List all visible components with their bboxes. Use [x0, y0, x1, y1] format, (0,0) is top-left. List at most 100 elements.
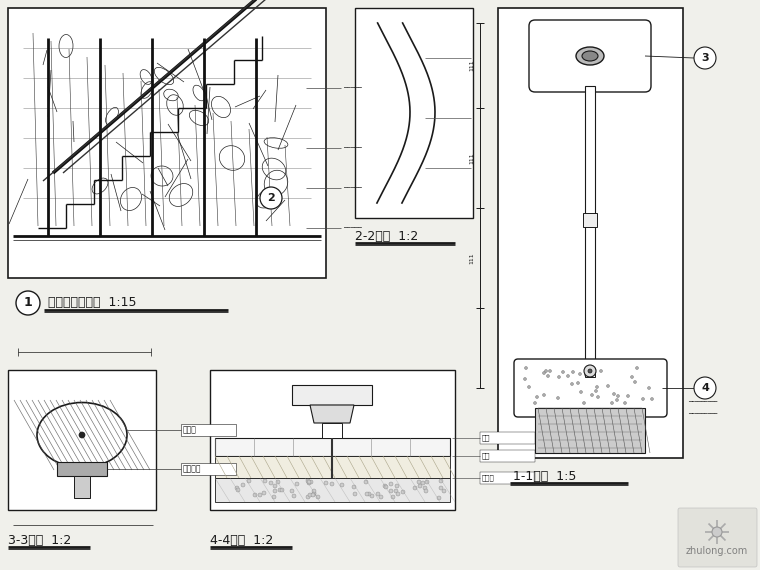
Circle shape — [295, 482, 299, 486]
Circle shape — [544, 369, 547, 373]
Bar — [57, 462, 107, 476]
Bar — [355, 8, 473, 218]
Circle shape — [641, 397, 644, 401]
Text: 2-2剑面  1:2: 2-2剑面 1:2 — [355, 230, 418, 242]
Bar — [8, 8, 326, 278]
Ellipse shape — [582, 51, 598, 61]
Circle shape — [389, 482, 393, 486]
Circle shape — [423, 486, 427, 490]
Circle shape — [556, 397, 559, 400]
Circle shape — [635, 367, 638, 369]
Circle shape — [241, 483, 245, 487]
Circle shape — [584, 365, 596, 377]
Circle shape — [417, 480, 421, 484]
Circle shape — [549, 369, 552, 373]
Text: 111: 111 — [469, 59, 474, 71]
Circle shape — [272, 495, 276, 499]
Circle shape — [626, 394, 629, 397]
Bar — [215, 478, 450, 502]
Circle shape — [421, 481, 425, 485]
Circle shape — [370, 494, 374, 498]
Circle shape — [594, 389, 597, 393]
Circle shape — [292, 494, 296, 498]
Text: 楼梯栏杆立面图  1:15: 楼梯栏杆立面图 1:15 — [48, 296, 137, 310]
Bar — [583, 213, 597, 227]
Circle shape — [247, 479, 251, 483]
Text: ─────: ───── — [343, 185, 362, 190]
Bar — [480, 472, 535, 484]
Text: 地砖: 地砖 — [482, 435, 490, 441]
Circle shape — [591, 373, 594, 377]
Circle shape — [439, 486, 443, 490]
Text: zhulong.com: zhulong.com — [686, 546, 748, 556]
Circle shape — [616, 394, 619, 397]
Text: 1-1剪面  1:5: 1-1剪面 1:5 — [513, 470, 576, 482]
Circle shape — [578, 373, 581, 376]
Circle shape — [543, 372, 546, 374]
Text: 4-4剪面  1:2: 4-4剪面 1:2 — [210, 534, 274, 547]
Text: 螺杆连接: 螺杆连接 — [183, 465, 201, 474]
Circle shape — [16, 291, 40, 315]
Bar — [181, 424, 236, 436]
Circle shape — [376, 492, 380, 496]
Bar — [74, 476, 90, 498]
Circle shape — [312, 489, 316, 493]
Circle shape — [367, 492, 371, 496]
Circle shape — [610, 401, 613, 405]
Text: 混凝土: 混凝土 — [482, 475, 495, 481]
Circle shape — [309, 480, 313, 484]
Circle shape — [579, 390, 582, 393]
Text: 木扶手: 木扶手 — [183, 425, 197, 434]
Circle shape — [273, 484, 277, 488]
Circle shape — [278, 488, 282, 492]
Circle shape — [330, 482, 334, 486]
Circle shape — [312, 492, 316, 496]
Circle shape — [253, 493, 257, 497]
Circle shape — [290, 489, 294, 493]
Circle shape — [577, 381, 579, 385]
Circle shape — [280, 488, 284, 492]
Circle shape — [651, 397, 654, 401]
Circle shape — [566, 374, 569, 377]
Circle shape — [306, 495, 310, 499]
Text: 1: 1 — [24, 296, 33, 310]
Text: ─────: ───── — [343, 226, 362, 230]
Circle shape — [572, 370, 575, 373]
Circle shape — [262, 491, 266, 495]
Circle shape — [582, 401, 585, 405]
Bar — [535, 408, 645, 453]
Text: ─────────: ───────── — [688, 401, 717, 405]
Bar — [585, 86, 595, 368]
Circle shape — [236, 488, 240, 492]
Circle shape — [395, 484, 399, 488]
FancyBboxPatch shape — [678, 508, 757, 567]
Circle shape — [413, 486, 417, 490]
FancyBboxPatch shape — [529, 20, 651, 92]
FancyBboxPatch shape — [514, 359, 667, 417]
Bar — [480, 450, 535, 462]
Circle shape — [235, 486, 239, 490]
Circle shape — [694, 377, 716, 399]
Circle shape — [384, 485, 388, 489]
Polygon shape — [310, 405, 354, 423]
Circle shape — [425, 480, 429, 484]
Circle shape — [596, 385, 599, 389]
Circle shape — [263, 479, 267, 483]
Circle shape — [606, 385, 610, 388]
Circle shape — [391, 495, 395, 499]
Circle shape — [365, 492, 369, 496]
Circle shape — [591, 393, 594, 397]
Circle shape — [364, 480, 368, 484]
Circle shape — [613, 393, 616, 396]
Circle shape — [340, 483, 344, 487]
Text: 111: 111 — [469, 252, 474, 264]
Circle shape — [631, 376, 634, 378]
Bar — [210, 370, 455, 510]
Circle shape — [383, 484, 387, 488]
Circle shape — [418, 484, 422, 488]
Circle shape — [524, 377, 527, 381]
Circle shape — [536, 396, 539, 398]
Circle shape — [437, 496, 441, 500]
Ellipse shape — [37, 402, 127, 467]
Text: ─────: ───── — [343, 86, 362, 91]
